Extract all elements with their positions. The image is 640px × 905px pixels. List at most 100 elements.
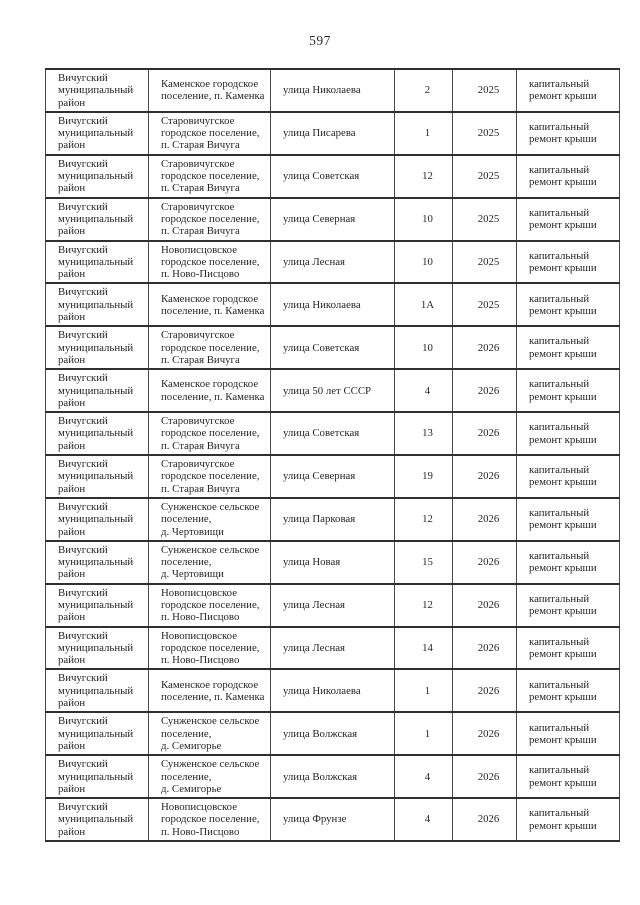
cell-year: 2026 <box>452 496 517 542</box>
cell-settlement: Каменское городское поселение, п. Каменк… <box>148 282 271 328</box>
cell-street: улица 50 лет СССР <box>270 368 395 414</box>
cell-year: 2025 <box>452 153 517 199</box>
cell-street: улица Северная <box>270 454 395 499</box>
table-row: Вичугский муниципальный район Каменское … <box>45 368 620 414</box>
cell-house-number: 14 <box>394 625 453 671</box>
table-row: Вичугский муниципальный район Новописцов… <box>45 625 620 671</box>
cell-street: улица Николаева <box>270 68 395 113</box>
cell-district: Вичугский муниципальный район <box>45 411 149 457</box>
cell-settlement: Сунженское сельское поселение, д. Чертов… <box>148 539 271 585</box>
cell-street: улица Советская <box>270 153 395 199</box>
cell-settlement: Старовичугское городское поселение, п. С… <box>148 196 271 242</box>
cell-year: 2026 <box>452 711 517 757</box>
cell-year: 2025 <box>452 282 517 328</box>
cell-district: Вичугский муниципальный район <box>45 668 149 714</box>
cell-settlement: Новописцовское городское поселение, п. Н… <box>148 625 271 671</box>
cell-work-type: капитальный ремонт крыши <box>516 625 620 671</box>
cell-settlement: Каменское городское поселение, п. Каменк… <box>148 368 271 414</box>
cell-district: Вичугский муниципальный район <box>45 754 149 800</box>
cell-work-type: капитальный ремонт крыши <box>516 239 620 285</box>
cell-street: улица Николаева <box>270 282 395 328</box>
cell-year: 2026 <box>452 797 517 843</box>
cell-district: Вичугский муниципальный район <box>45 711 149 757</box>
table-row: Вичугский муниципальный район Новописцов… <box>45 239 620 285</box>
cell-district: Вичугский муниципальный район <box>45 68 149 113</box>
cell-street: улица Фрунзе <box>270 797 395 843</box>
table-row: Вичугский муниципальный район Сунженское… <box>45 754 620 800</box>
cell-district: Вичугский муниципальный район <box>45 582 149 628</box>
table-row: Вичугский муниципальный район Старовичуг… <box>45 325 620 371</box>
cell-settlement: Старовичугское городское поселение, п. С… <box>148 110 271 156</box>
cell-year: 2026 <box>452 411 517 457</box>
cell-house-number: 15 <box>394 539 453 585</box>
cell-year: 2025 <box>452 239 517 285</box>
cell-street: улица Лесная <box>270 625 395 671</box>
cell-district: Вичугский муниципальный район <box>45 539 149 585</box>
cell-work-type: капитальный ремонт крыши <box>516 110 620 156</box>
cell-work-type: капитальный ремонт крыши <box>516 368 620 414</box>
cell-work-type: капитальный ремонт крыши <box>516 711 620 757</box>
cell-district: Вичугский муниципальный район <box>45 282 149 328</box>
cell-settlement: Старовичугское городское поселение, п. С… <box>148 153 271 199</box>
cell-work-type: капитальный ремонт крыши <box>516 196 620 242</box>
capital-repair-table: Вичугский муниципальный район Каменское … <box>45 68 620 843</box>
cell-work-type: капитальный ремонт крыши <box>516 325 620 371</box>
cell-district: Вичугский муниципальный район <box>45 196 149 242</box>
cell-settlement: Каменское городское поселение, п. Каменк… <box>148 668 271 714</box>
cell-work-type: капитальный ремонт крыши <box>516 754 620 800</box>
page-number: 597 <box>309 33 331 48</box>
cell-settlement: Старовичугское городское поселение, п. С… <box>148 325 271 371</box>
cell-year: 2025 <box>452 196 517 242</box>
cell-house-number: 1А <box>394 282 453 328</box>
cell-house-number: 10 <box>394 196 453 242</box>
cell-settlement: Сунженское сельское поселение, д. Семиго… <box>148 754 271 800</box>
cell-street: улица Волжская <box>270 711 395 757</box>
cell-house-number: 4 <box>394 368 453 414</box>
table-row: Вичугский муниципальный район Каменское … <box>45 282 620 328</box>
table-row: Вичугский муниципальный район Каменское … <box>45 68 620 113</box>
cell-house-number: 4 <box>394 797 453 843</box>
cell-street: улица Советская <box>270 411 395 457</box>
cell-work-type: капитальный ремонт крыши <box>516 668 620 714</box>
cell-work-type: капитальный ремонт крыши <box>516 282 620 328</box>
cell-work-type: капитальный ремонт крыши <box>516 454 620 499</box>
cell-house-number: 10 <box>394 325 453 371</box>
cell-settlement: Сунженское сельское поселение, д. Семиго… <box>148 711 271 757</box>
cell-district: Вичугский муниципальный район <box>45 797 149 843</box>
cell-year: 2026 <box>452 368 517 414</box>
cell-house-number: 12 <box>394 153 453 199</box>
cell-district: Вичугский муниципальный район <box>45 239 149 285</box>
cell-district: Вичугский муниципальный район <box>45 454 149 499</box>
table-row: Вичугский муниципальный район Новописцов… <box>45 797 620 843</box>
cell-district: Вичугский муниципальный район <box>45 325 149 371</box>
cell-settlement: Сунженское сельское поселение, д. Чертов… <box>148 496 271 542</box>
cell-work-type: капитальный ремонт крыши <box>516 539 620 585</box>
cell-street: улица Лесная <box>270 239 395 285</box>
table-row: Вичугский муниципальный район Новописцов… <box>45 582 620 628</box>
cell-street: улица Советская <box>270 325 395 371</box>
table-row: Вичугский муниципальный район Старовичуг… <box>45 411 620 457</box>
cell-street: улица Писарева <box>270 110 395 156</box>
cell-year: 2026 <box>452 582 517 628</box>
cell-house-number: 1 <box>394 668 453 714</box>
cell-house-number: 1 <box>394 711 453 757</box>
cell-house-number: 1 <box>394 110 453 156</box>
cell-year: 2026 <box>452 625 517 671</box>
table-row: Вичугский муниципальный район Старовичуг… <box>45 110 620 156</box>
cell-house-number: 12 <box>394 496 453 542</box>
table-row: Вичугский муниципальный район Сунженское… <box>45 711 620 757</box>
cell-district: Вичугский муниципальный район <box>45 368 149 414</box>
cell-street: улица Николаева <box>270 668 395 714</box>
cell-year: 2026 <box>452 754 517 800</box>
cell-work-type: капитальный ремонт крыши <box>516 68 620 113</box>
cell-street: улица Парковая <box>270 496 395 542</box>
table-row: Вичугский муниципальный район Сунженское… <box>45 539 620 585</box>
cell-street: улица Волжская <box>270 754 395 800</box>
cell-settlement: Каменское городское поселение, п. Каменк… <box>148 68 271 113</box>
cell-house-number: 2 <box>394 68 453 113</box>
cell-house-number: 10 <box>394 239 453 285</box>
cell-work-type: капитальный ремонт крыши <box>516 153 620 199</box>
table-row: Вичугский муниципальный район Сунженское… <box>45 496 620 542</box>
table-row: Вичугский муниципальный район Старовичуг… <box>45 196 620 242</box>
